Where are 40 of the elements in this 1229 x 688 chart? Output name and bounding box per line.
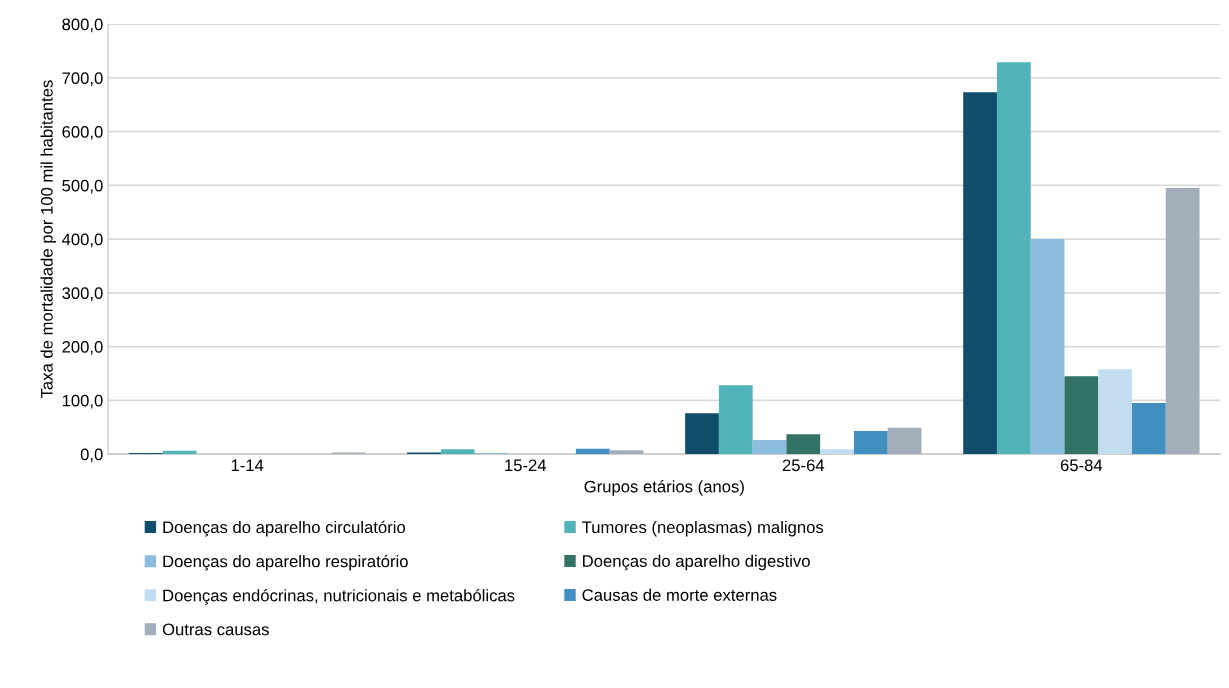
x-tick-label: 25-64 — [782, 459, 825, 472]
bar — [1165, 188, 1200, 455]
y-tick-label: 600,0 — [62, 125, 103, 140]
bar — [887, 427, 922, 455]
bar — [996, 62, 1031, 455]
bar — [685, 413, 719, 455]
bar — [1098, 369, 1133, 455]
legend-label: Doenças endócrinas, nutricionais e metabólicas — [163, 588, 515, 605]
bar — [1030, 239, 1065, 455]
x-tick-label: 65-84 — [1060, 459, 1103, 472]
legend-label: Causas de morte externas — [582, 588, 777, 601]
bar — [1132, 403, 1166, 455]
y-tick-label: 100,0 — [62, 394, 103, 409]
bar — [752, 440, 787, 455]
legend-label: Doenças do aparelho respiratório — [163, 554, 408, 571]
legend-label: Tumores (neoplasmas) malignos — [582, 520, 824, 537]
x-tick-label: 1-14 — [231, 459, 264, 472]
bar — [963, 92, 997, 455]
x-tick-label: 15-24 — [505, 459, 547, 472]
legend-label: Doenças do aparelho circulatório — [163, 520, 406, 537]
y-tick-label: 300,0 — [62, 287, 103, 301]
bar — [718, 385, 753, 455]
bar — [1064, 376, 1099, 455]
bar — [820, 449, 854, 455]
legend-label: Outras causas — [162, 623, 269, 636]
x-axis-title: Grupos etários (anos) — [584, 480, 744, 496]
y-axis-title: Taxa de mortalidade por 100 mil habitantes — [40, 80, 57, 399]
bar — [162, 450, 197, 455]
bar — [853, 430, 888, 455]
y-tick-label: 400,0 — [61, 233, 103, 248]
y-tick-label: 500,0 — [62, 179, 103, 194]
y-tick-label: 200,0 — [62, 340, 103, 355]
bar — [440, 449, 475, 455]
y-tick-label: 0,0 — [80, 448, 103, 463]
bar — [786, 434, 821, 455]
bar — [609, 450, 644, 455]
y-tick-label: 700,0 — [62, 72, 103, 86]
bar — [575, 448, 610, 455]
y-tick-label: 800,0 — [62, 18, 103, 33]
legend-label: Doenças do aparelho digestivo — [583, 554, 810, 571]
